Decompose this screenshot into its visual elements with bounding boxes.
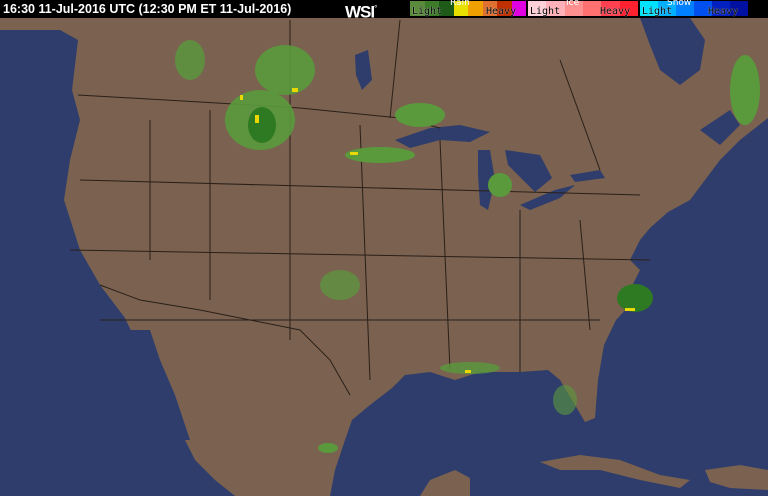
echo-alberta [255,45,315,95]
legend-swatch [694,1,712,16]
lake-erie [520,185,575,210]
echo-mexico [318,443,338,453]
echo-maine [730,55,760,125]
legend-swatch [453,1,468,16]
cuba [540,455,690,488]
lake-michigan [478,150,495,210]
legend-swatch [482,1,497,16]
legend-swatch [468,1,483,16]
bay-of-fundy [700,110,740,145]
legend-snow [640,1,748,16]
logo-mark: ° [374,4,377,13]
timestamp: 16:30 11-Jul-2016 UTC (12:30 PM ET 11-Ju… [3,2,292,16]
snow-label: Snow [667,0,692,8]
legend-swatch [582,1,602,16]
legend-swatch [601,1,620,16]
heavy-echo-cells [240,88,635,373]
lake-huron [505,150,552,192]
echo-florida [553,385,577,415]
legend-swatch [712,1,730,16]
ice-label: Ice [566,0,580,8]
header-bar: 16:30 11-Jul-2016 UTC (12:30 PM ET 11-Ju… [0,0,768,21]
political-borders [69,19,651,396]
legend-swatch [564,1,583,16]
echo-montana-core [248,107,276,143]
north-america-land [0,18,768,496]
legend-swatch [528,1,547,16]
echo-ontario [395,103,445,127]
echo-gulf [440,362,500,374]
legend-swatch [640,1,658,16]
ice-light-label: Light [530,6,561,17]
legend-swatch [546,1,565,16]
snow-heavy-label: Heavy [708,6,739,17]
legend-swatch [658,1,676,16]
legend-swatch [410,1,425,16]
legend-swatch [619,1,638,16]
rain-heavy-label: Heavy [486,6,517,17]
echo-michigan [488,173,512,197]
radar-echoes [175,40,760,453]
legend-swatch [511,1,526,16]
gulf-st-lawrence [640,18,705,85]
hispaniola [705,465,768,490]
echo-sd-mn [345,147,415,163]
legend-swatch [676,1,694,16]
echo-carolina [617,284,653,312]
legend-rain [410,1,526,16]
lake-winnipeg [355,50,372,90]
echo-oklahoma [320,270,360,300]
legend-swatch [730,1,748,16]
legend-swatch [439,1,454,16]
rain-label: Rain [450,0,470,8]
legend-swatch [497,1,512,16]
yucatan [420,470,470,496]
wsi-logo: WSI° [345,0,377,22]
lake-superior [395,125,490,148]
rain-light-label: Light [412,6,443,17]
lake-ontario [570,170,605,182]
legend-swatch [424,1,439,16]
echo-alberta-w [175,40,205,80]
legend-ice [528,1,638,16]
ice-heavy-label: Heavy [600,6,631,17]
snow-light-label: Light [642,6,673,17]
gulf-of-california [130,330,190,440]
logo-text: WSI [345,2,375,22]
